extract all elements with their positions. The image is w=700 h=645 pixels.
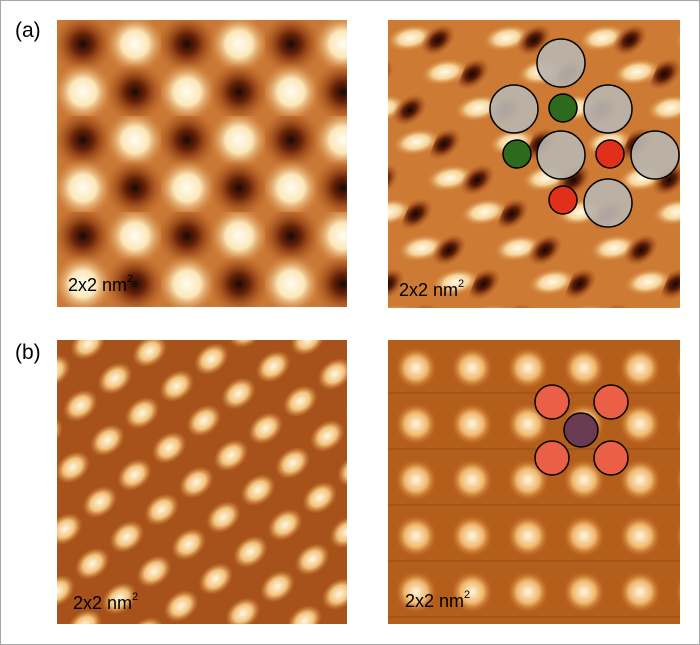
marker-gray xyxy=(583,178,633,228)
marker-green xyxy=(548,93,578,123)
stm-image-a-right xyxy=(388,20,680,308)
panel-label-b: (b) xyxy=(15,341,41,364)
marker-salmon xyxy=(534,384,570,420)
lattice-markers-a xyxy=(489,38,680,228)
scale-label-a-left: 2x2 nm2 xyxy=(68,273,134,295)
stm-image-b-left xyxy=(57,340,347,624)
scale-label-a-right: 2x2 nm2 xyxy=(399,278,465,300)
marker-salmon xyxy=(593,440,629,476)
stm-image-b-right xyxy=(388,340,680,624)
panel-label-a: (a) xyxy=(15,19,41,42)
stm-image-a-left xyxy=(57,20,347,307)
marker-gray xyxy=(583,84,633,134)
marker-green xyxy=(502,139,532,169)
marker-purple xyxy=(563,412,599,448)
lattice-markers-b xyxy=(534,384,629,476)
marker-gray xyxy=(630,130,680,180)
marker-salmon xyxy=(534,440,570,476)
marker-red xyxy=(548,185,578,215)
marker-gray xyxy=(536,38,586,88)
marker-salmon xyxy=(593,384,629,420)
marker-red xyxy=(595,139,625,169)
marker-gray xyxy=(489,84,539,134)
scale-label-b-left: 2x2 nm2 xyxy=(73,591,139,613)
marker-gray xyxy=(536,130,586,180)
scale-label-b-right: 2x2 nm2 xyxy=(405,589,471,611)
